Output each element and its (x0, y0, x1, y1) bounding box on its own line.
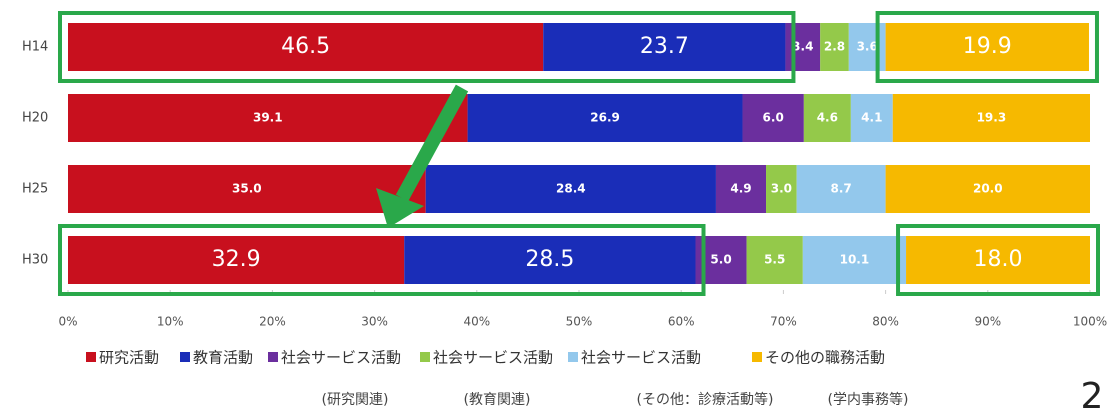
legend-sublabel: (研究関連) (322, 392, 389, 408)
bar-segment (68, 94, 468, 142)
highlight-box (896, 224, 1100, 296)
data-label: 6.0 (763, 111, 784, 125)
data-label: 46.5 (281, 34, 330, 59)
bar-segment (885, 23, 1089, 71)
data-label: 4.9 (730, 182, 751, 196)
legend-sublabel: (学内事務等) (828, 391, 909, 408)
x-tick-label: 60% (668, 315, 695, 329)
bar-segment (467, 94, 743, 142)
data-label: 3.0 (771, 182, 792, 196)
x-tick-label: 30% (361, 315, 388, 329)
bar-segment (785, 23, 821, 71)
data-label: 5.0 (710, 253, 731, 267)
bar-segment (803, 94, 851, 142)
legend-label: 教育活動 (193, 349, 253, 367)
x-tick-label: 10% (157, 315, 184, 329)
bar-segment (820, 23, 849, 71)
bar-segment (68, 236, 405, 284)
data-label: 35.0 (232, 182, 262, 196)
legend-swatch (180, 352, 190, 362)
bar-segment (68, 165, 426, 213)
arrow-shaft (395, 84, 469, 202)
data-label: 28.5 (525, 247, 574, 272)
bar-segment (766, 165, 797, 213)
x-tick-label: 80% (872, 315, 899, 329)
x-tick-label: 40% (463, 315, 490, 329)
x-tick-label: 20% (259, 315, 286, 329)
bar-segment (543, 23, 786, 71)
data-label: 4.6 (817, 111, 838, 125)
row-label: H14 (22, 40, 48, 55)
bar-segment (742, 94, 804, 142)
data-label: 26.9 (590, 111, 620, 125)
row-label: H20 (22, 111, 48, 126)
bar-segment (425, 165, 716, 213)
x-tick-label: 90% (974, 315, 1001, 329)
bar-segment (796, 165, 886, 213)
data-label: 39.1 (253, 111, 283, 125)
legend-swatch (420, 352, 430, 362)
highlight-box (875, 11, 1099, 83)
data-label: 3.6 (857, 40, 878, 54)
highlight-box (58, 224, 706, 296)
bar-segment (404, 236, 696, 284)
data-label: 32.9 (212, 247, 261, 272)
data-label: 10.1 (840, 253, 870, 267)
bar-segment (746, 236, 803, 284)
arrow-head (376, 188, 424, 228)
row-label: H25 (22, 182, 48, 197)
data-label: 28.4 (556, 182, 586, 196)
legend-sublabel: (その他：診療活動等) (637, 391, 774, 408)
bar-segment (802, 236, 907, 284)
data-label: 19.3 (977, 111, 1007, 125)
legend-swatch (568, 352, 578, 362)
legend-sublabel: (教育関連) (464, 392, 531, 408)
data-label: 3.4 (792, 40, 813, 54)
legend-label: 社会サービス活動 (433, 349, 553, 367)
row-label: H30 (22, 253, 48, 268)
x-tick-label: 0% (58, 315, 77, 329)
page-number: 2 (1081, 376, 1104, 417)
data-label: 19.9 (963, 34, 1012, 59)
bar-segment (892, 94, 1090, 142)
data-label: 8.7 (831, 182, 852, 196)
data-label: 5.5 (764, 253, 785, 267)
x-tick-label: 70% (770, 315, 797, 329)
highlight-box (58, 11, 796, 83)
bar-segment (715, 165, 767, 213)
legend-swatch (268, 352, 278, 362)
bar-segment (885, 165, 1090, 213)
x-tick-label: 50% (566, 315, 593, 329)
bar-segment (68, 23, 544, 71)
legend-label: その他の職務活動 (765, 349, 885, 367)
data-label: 20.0 (973, 182, 1003, 196)
legend-label: 研究活動 (99, 349, 159, 367)
legend-label: 社会サービス活動 (281, 349, 401, 367)
data-label: 23.7 (640, 34, 689, 59)
data-label: 4.1 (861, 111, 882, 125)
legend-swatch (86, 352, 96, 362)
bar-segment (906, 236, 1090, 284)
legend-label: 社会サービス活動 (581, 349, 701, 367)
legend-swatch (752, 352, 762, 362)
bar-segment (850, 94, 893, 142)
data-label: 2.8 (824, 40, 845, 54)
x-tick-label: 100% (1073, 315, 1107, 329)
data-label: 18.0 (974, 247, 1023, 272)
